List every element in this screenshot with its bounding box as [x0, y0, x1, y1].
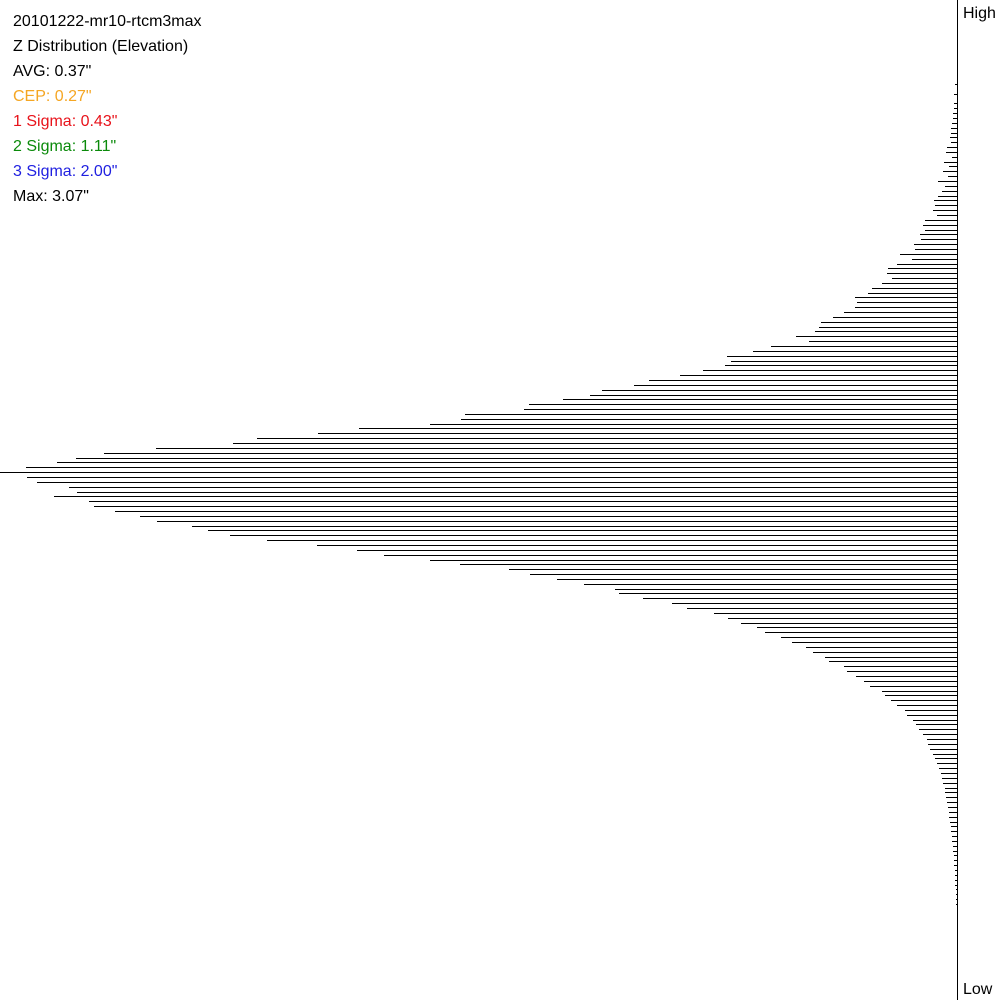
stat-avg: AVG: 0.37"	[13, 63, 92, 80]
stat-3-sigma: 3 Sigma: 2.00"	[13, 163, 118, 180]
axis-low-label: Low	[963, 981, 993, 998]
chart-subtitle: Z Distribution (Elevation)	[13, 38, 189, 55]
histogram-bars	[0, 84, 957, 905]
stat-list: AVG: 0.37" CEP: 0.27" 1 Sigma: 0.43" 2 Sigm…	[13, 59, 202, 209]
stat-cep: CEP: 0.27"	[13, 88, 92, 105]
stat-max: Max: 3.07"	[13, 188, 89, 205]
stats-panel: 20101222-mr10-rtcm3max Z Distribution (E…	[13, 9, 202, 209]
axis-high-label: High	[963, 5, 996, 22]
stat-2-sigma: 2 Sigma: 1.11"	[13, 138, 117, 155]
chart-title: 20101222-mr10-rtcm3max	[13, 13, 202, 30]
stat-1-sigma: 1 Sigma: 0.43"	[13, 113, 118, 130]
